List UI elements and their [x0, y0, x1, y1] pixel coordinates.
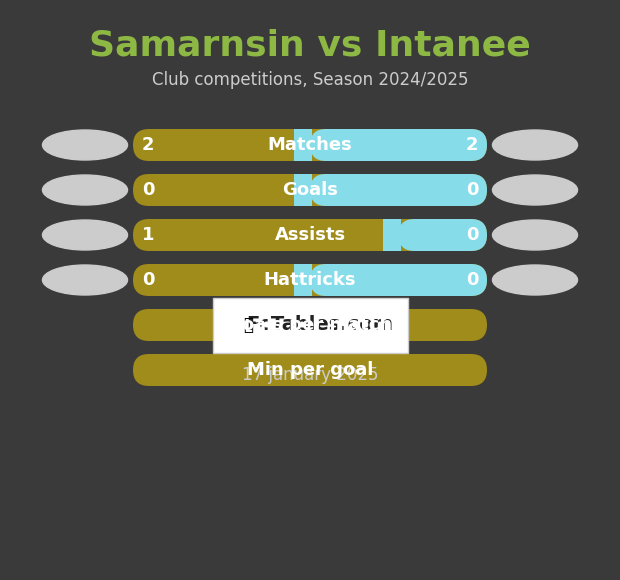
Text: 2: 2: [142, 136, 154, 154]
FancyBboxPatch shape: [294, 264, 312, 296]
Text: 0: 0: [466, 181, 478, 199]
Text: Assists: Assists: [275, 226, 345, 244]
FancyBboxPatch shape: [383, 219, 401, 251]
FancyBboxPatch shape: [133, 219, 487, 251]
FancyBboxPatch shape: [133, 309, 487, 341]
Text: Min per goal: Min per goal: [247, 361, 373, 379]
Text: 0: 0: [466, 226, 478, 244]
Text: Goals per match: Goals per match: [228, 316, 392, 334]
Text: 0: 0: [142, 181, 154, 199]
Ellipse shape: [492, 265, 577, 295]
Ellipse shape: [43, 265, 128, 295]
FancyBboxPatch shape: [399, 219, 487, 251]
Text: Matches: Matches: [268, 136, 352, 154]
Text: 2: 2: [466, 136, 478, 154]
Text: Club competitions, Season 2024/2025: Club competitions, Season 2024/2025: [152, 71, 468, 89]
FancyBboxPatch shape: [133, 264, 487, 296]
Text: 1: 1: [142, 226, 154, 244]
Ellipse shape: [492, 220, 577, 250]
FancyBboxPatch shape: [381, 219, 401, 251]
FancyBboxPatch shape: [294, 174, 312, 206]
FancyBboxPatch shape: [310, 264, 487, 296]
Ellipse shape: [492, 175, 577, 205]
Text: Goals: Goals: [282, 181, 338, 199]
FancyBboxPatch shape: [310, 174, 487, 206]
FancyBboxPatch shape: [213, 298, 407, 353]
FancyBboxPatch shape: [133, 129, 487, 161]
Text: Samarnsin vs Intanee: Samarnsin vs Intanee: [89, 28, 531, 62]
Text: 17 january 2025: 17 january 2025: [242, 366, 378, 384]
FancyBboxPatch shape: [294, 129, 312, 161]
Ellipse shape: [43, 220, 128, 250]
Text: 0: 0: [142, 271, 154, 289]
FancyBboxPatch shape: [292, 129, 312, 161]
FancyBboxPatch shape: [310, 129, 487, 161]
FancyBboxPatch shape: [133, 174, 487, 206]
Ellipse shape: [43, 130, 128, 160]
Text: Hattricks: Hattricks: [264, 271, 356, 289]
Text: 📊: 📊: [243, 316, 253, 334]
FancyBboxPatch shape: [133, 354, 487, 386]
Ellipse shape: [492, 130, 577, 160]
Text: 0: 0: [466, 271, 478, 289]
FancyBboxPatch shape: [292, 264, 312, 296]
FancyBboxPatch shape: [292, 174, 312, 206]
Text: FcTables.com: FcTables.com: [247, 316, 394, 335]
Ellipse shape: [43, 175, 128, 205]
